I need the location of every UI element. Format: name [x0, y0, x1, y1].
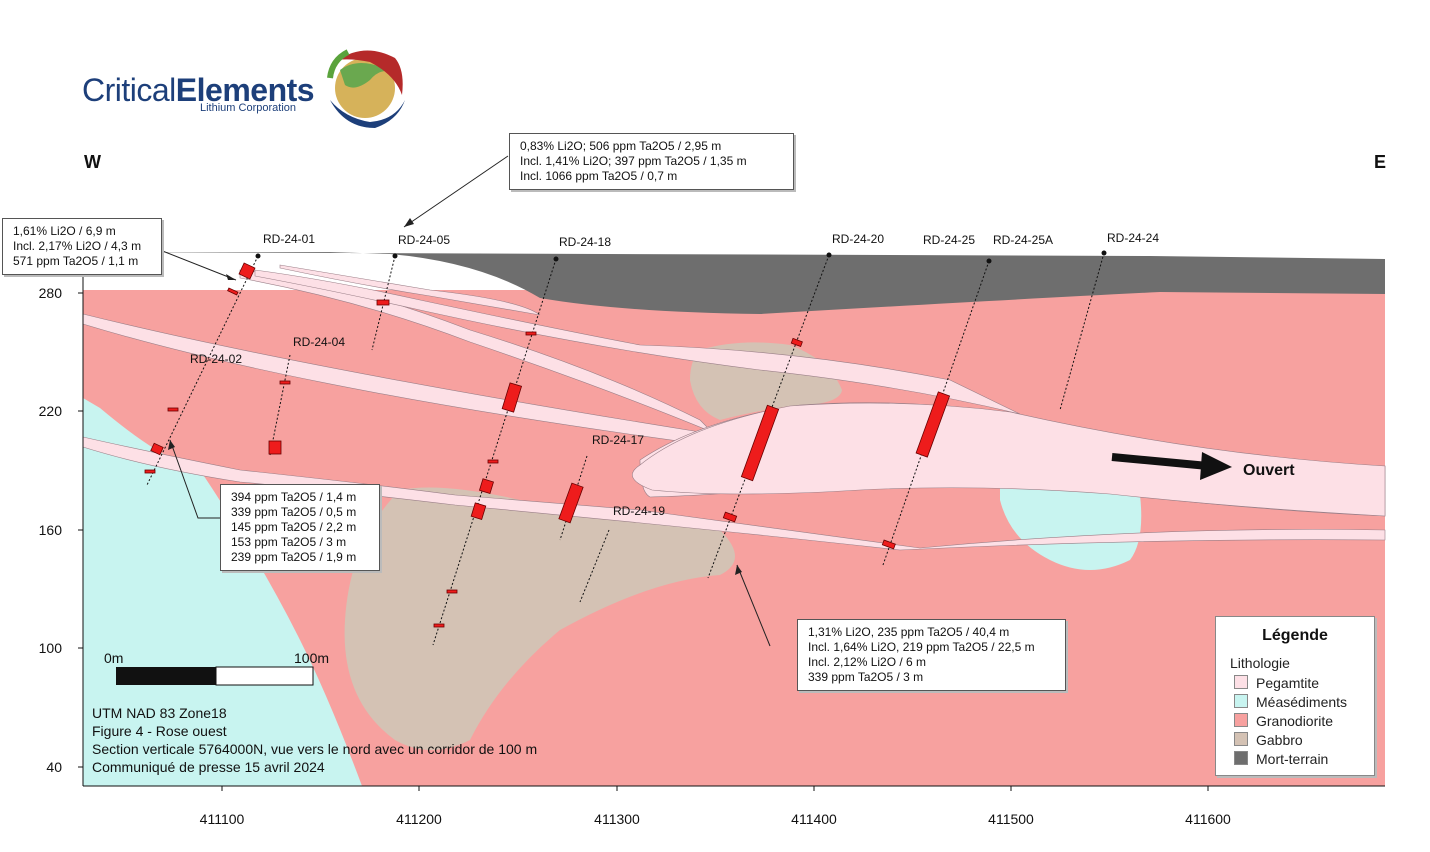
callout-left: 1,61% Li2O / 6,9 m Incl. 2,17% Li2O / 4,… — [2, 218, 162, 275]
y-tick-label: 40 — [46, 759, 62, 775]
legend-item: Mort-terrain — [1234, 751, 1328, 769]
legend-subtitle: Lithologie — [1230, 655, 1290, 671]
note-line: Figure 4 - Rose ouest — [92, 723, 227, 739]
y-tick-label: 280 — [38, 285, 62, 301]
scale-end-label: 100m — [294, 650, 330, 666]
hole-label: RD-24-19 — [613, 504, 666, 518]
legend-label: Mort-terrain — [1256, 751, 1329, 767]
logo-name-part2: Elements — [175, 72, 315, 108]
callout-line: Incl. 1,64% Li2O, 219 ppm Ta2O5 / 22,5 m — [808, 640, 1035, 654]
legend-label: Pegamtite — [1256, 675, 1320, 691]
metasediments-east — [1000, 470, 1142, 570]
legend: Légende Lithologie Pegamtite Méasédiment… — [1215, 616, 1375, 776]
legend-item: Méasédiments — [1234, 694, 1347, 712]
west-label: W — [84, 152, 101, 172]
gabbro-swatch — [1234, 732, 1248, 746]
legend-item: Granodiorite — [1234, 713, 1333, 731]
legend-title: Légende — [1262, 627, 1328, 644]
hole-label: RD-24-20 — [832, 232, 885, 246]
granodiorite-swatch — [1234, 713, 1248, 727]
callout-line: 1,61% Li2O / 6,9 m — [13, 224, 116, 238]
callout-top: 0,83% Li2O; 506 ppm Ta2O5 / 2,95 m Incl.… — [509, 133, 794, 190]
east-label: E — [1374, 152, 1387, 172]
callout-line: 153 ppm Ta2O5 / 3 m — [231, 535, 347, 549]
callout-line: 339 ppm Ta2O5 / 0,5 m — [231, 505, 357, 519]
callout-line: 339 ppm Ta2O5 / 3 m — [808, 670, 924, 684]
y-tick-label: 220 — [38, 403, 62, 419]
legend-label: Granodiorite — [1256, 713, 1334, 729]
axes — [78, 260, 1385, 791]
logo-globe-icon — [327, 49, 405, 128]
company-logo: CriticalElements Lithium Corporation — [82, 50, 412, 135]
callout-line: 145 ppm Ta2O5 / 2,2 m — [231, 520, 357, 534]
open-arrow — [1111, 452, 1232, 480]
x-tick-label: 411300 — [594, 811, 640, 827]
callout-line: 1,31% Li2O, 235 ppm Ta2O5 / 40,4 m — [808, 625, 1010, 639]
hole-label: RD-24-02 — [190, 352, 243, 366]
mineralized-intervals — [144, 262, 951, 628]
logo-name-part1: Critical — [82, 72, 176, 108]
legend-item: Gabbro — [1234, 732, 1303, 750]
callout-line: 239 ppm Ta2O5 / 1,9 m — [231, 550, 357, 564]
drill-collars — [255, 250, 1107, 264]
overburden-layer — [83, 252, 1385, 314]
hole-label: RD-24-05 — [398, 233, 451, 247]
x-tick-label: 411600 — [1185, 811, 1231, 827]
legend-label: Méasédiments — [1256, 694, 1348, 710]
callout-line: Incl. 1066 ppm Ta2O5 / 0,7 m — [520, 169, 678, 183]
hole-label: RD-24-25 — [923, 233, 976, 247]
gabbro-lower — [344, 487, 735, 750]
logo-subtitle: Lithium Corporation — [200, 102, 296, 114]
legend-item: Pegamtite — [1234, 675, 1319, 693]
open-label: Ouvert — [1243, 462, 1295, 479]
metasediments-swatch — [1234, 694, 1248, 708]
x-tick-label: 411400 — [791, 811, 837, 827]
x-tick-label: 411100 — [199, 811, 245, 827]
callout-bottom: 1,31% Li2O, 235 ppm Ta2O5 / 40,4 m Incl.… — [797, 619, 1066, 691]
note-line: UTM NAD 83 Zone18 — [92, 705, 227, 721]
overburden-swatch — [1234, 751, 1248, 765]
logo-wordmark: CriticalElements — [82, 72, 315, 109]
callout-line: 571 ppm Ta2O5 / 1,1 m — [13, 254, 139, 268]
x-tick-label: 411500 — [988, 811, 1034, 827]
hole-label: RD-24-18 — [559, 235, 612, 249]
callout-line: 394 ppm Ta2O5 / 1,4 m — [231, 490, 357, 504]
callout-line: Incl. 2,12% Li2O / 6 m — [808, 655, 927, 669]
scale-bar — [116, 666, 314, 686]
note-line: Section verticale 5764000N, vue vers le … — [92, 741, 538, 757]
note-line: Communiqué de presse 15 avril 2024 — [92, 759, 325, 775]
callout-middle: 394 ppm Ta2O5 / 1,4 m 339 ppm Ta2O5 / 0,… — [220, 484, 380, 571]
hole-label: RD-24-01 — [263, 232, 316, 246]
hole-label: RD-24-25A — [993, 233, 1054, 247]
leader-arrowheads — [168, 218, 742, 575]
hole-label: RD-24-17 — [592, 433, 645, 447]
metasediments-west — [83, 398, 362, 786]
y-tick-label: 160 — [38, 522, 62, 538]
legend-label: Gabbro — [1256, 732, 1303, 748]
callout-line: Incl. 2,17% Li2O / 4,3 m — [13, 239, 142, 253]
hole-label: RD-24-04 — [293, 335, 346, 349]
callout-line: Incl. 1,41% Li2O; 397 ppm Ta2O5 / 1,35 m — [520, 154, 747, 168]
callout-line: 0,83% Li2O; 506 ppm Ta2O5 / 2,95 m — [520, 139, 722, 153]
callout-leaders — [159, 155, 771, 647]
pegmatite-swatch — [1234, 675, 1248, 689]
hole-label: RD-24-24 — [1107, 231, 1160, 245]
y-tick-label: 100 — [38, 640, 62, 656]
main-pegmatite-body — [632, 402, 1386, 517]
x-tick-label: 411200 — [396, 811, 442, 827]
scale-start-label: 0m — [104, 650, 124, 666]
figure-notes: UTM NAD 83 Zone18 Figure 4 - Rose ouest … — [92, 704, 537, 776]
